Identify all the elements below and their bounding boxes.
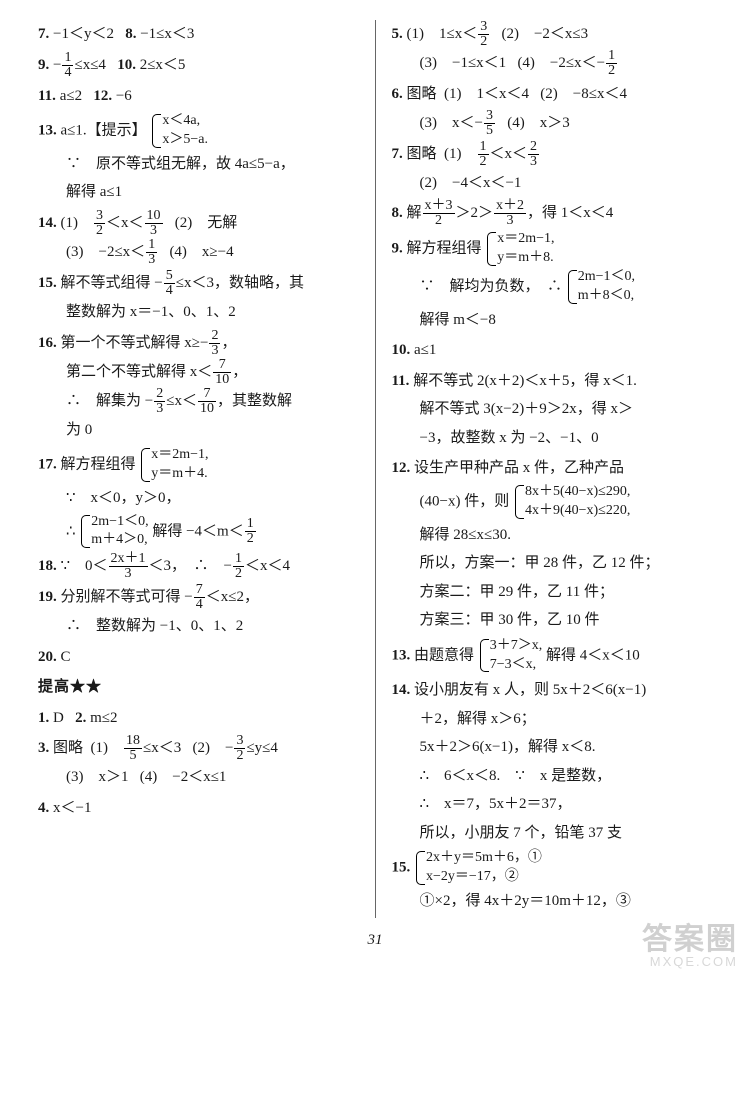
brace-icon: 8x＋5(40−x)≤290, 4x＋9(40−x)≤220, — [513, 483, 630, 521]
adv-3: 3. 图略 (1) 185≤x＜3 (2) −32≤y≤4 (3) x＞1 (4… — [38, 734, 359, 792]
r-item-7: 7. 图略 (1) 12＜x＜23 (2) −4＜x＜−1 — [392, 140, 713, 198]
r-item-14: 14. 设小朋友有 x 人，则 5x＋2＜6(x−1) ＋2，解得 x＞6； 5… — [392, 676, 713, 847]
ans: a≤1 — [414, 342, 436, 358]
brace-icon: 2x＋y＝5m＋6，① x−2y＝−17，② — [414, 849, 542, 887]
item-19: 19. 分别解不等式可得 −74＜x≤2， ∴ 整数解为 −1、0、1、2 — [38, 583, 359, 641]
adv-1-2: 1. D 2. m≤2 — [38, 704, 359, 733]
section-advanced: 提高★★ — [38, 673, 359, 702]
item-11-12: 11. a≤2 12. −6 — [38, 82, 359, 111]
r-item-15: 15. 2x＋y＝5m＋6，① x−2y＝−17，② ①×2，得 4x＋2y＝1… — [392, 849, 713, 915]
r-item-9: 9. 解方程组得 x＝2m−1, y＝m＋8. ∵ 解均为负数， ∴ 2m−1＜… — [392, 230, 713, 334]
ans: x＜−1 — [53, 800, 91, 816]
item-9-10: 9. −14≤x≤4 10. 2≤x＜5 — [38, 51, 359, 80]
brace-icon: 3＋7＞x, 7−3＜x, — [478, 637, 543, 675]
item-16: 16. 第一个不等式解得 x≥−23， 第二个不等式解得 x＜710， ∴ 解集… — [38, 329, 359, 445]
ans: −1≤x＜3 — [140, 26, 194, 42]
brace-icon: x＝2m−1, y＝m＋8. — [485, 230, 554, 268]
ans: C — [61, 649, 71, 665]
item-18: 18. ∵ 0＜2x＋13＜3， ∴ −12＜x＜4 — [38, 552, 359, 581]
item-20: 20. C — [38, 643, 359, 672]
ans: 2≤x＜5 — [140, 57, 186, 73]
ans: m≤2 — [90, 710, 117, 726]
watermark: 答案圈 MXQE.COM — [642, 925, 738, 968]
r-item-11: 11. 解不等式 2(x＋2)＜x＋5，得 x＜1. 解不等式 3(x−2)＋9… — [392, 367, 713, 453]
ans: D — [53, 710, 64, 726]
r-item-6: 6. 图略 (1) 1＜x＜4 (2) −8≤x＜4 (3) x＜−35 (4)… — [392, 80, 713, 138]
ans: −1＜y＜2 — [53, 26, 114, 42]
brace-icon: 2m−1＜0, m＋8＜0, — [566, 268, 635, 306]
ans: a≤2 — [60, 88, 82, 104]
item-15: 15. 解不等式组得 −54≤x＜3，数轴略，其 整数解为 x＝−1、0、1、2 — [38, 269, 359, 327]
right-column: 5. (1) 1≤x＜32 (2) −2＜x≤3 (3) −1≤x＜1 (4) … — [376, 20, 723, 918]
page-number: 31 — [28, 926, 722, 955]
adv-4: 4. x＜−1 — [38, 794, 359, 823]
item-14: 14. (1) 32＜x＜103 (2) 无解 (3) −2≤x＜13 (4) … — [38, 209, 359, 267]
brace-icon: x＜4a, x＞5−a. — [150, 112, 208, 150]
left-column: 7. −1＜y＜2 8. −1≤x＜3 9. −14≤x≤4 10. 2≤x＜5… — [28, 20, 376, 918]
item-17: 17. 解方程组得 x＝2m−1, y＝m＋4. ∵ x＜0，y＞0， ∴ 2m… — [38, 446, 359, 550]
item-7-8: 7. −1＜y＜2 8. −1≤x＜3 — [38, 20, 359, 49]
brace-icon: x＝2m−1, y＝m＋4. — [139, 446, 208, 484]
r-item-5: 5. (1) 1≤x＜32 (2) −2＜x≤3 (3) −1≤x＜1 (4) … — [392, 20, 713, 78]
r-item-13: 13. 由题意得 3＋7＞x, 7−3＜x, 解得 4＜x＜10 — [392, 637, 713, 675]
r-item-10: 10. a≤1 — [392, 336, 713, 365]
r-item-12: 12. 设生产甲种产品 x 件，乙种产品 (40−x) 件，则 8x＋5(40−… — [392, 454, 713, 634]
ans: −6 — [116, 88, 132, 104]
item-13: 13. a≤1.【提示】 x＜4a, x＞5−a. ∵ 原不等式组无解，故 4a… — [38, 112, 359, 207]
r-item-8: 8. 解x＋32＞2＞x＋23，得 1＜x＜4 — [392, 199, 713, 228]
brace-icon: 2m−1＜0, m＋4＞0, — [79, 513, 148, 551]
